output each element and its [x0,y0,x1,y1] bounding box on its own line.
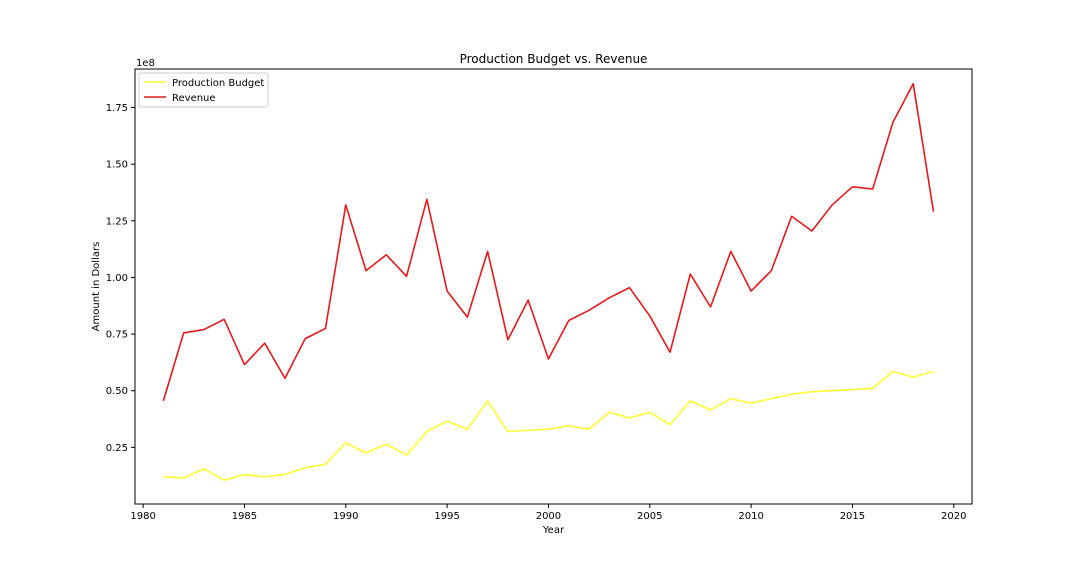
x-tick-label: 2020 [941,511,966,522]
legend-label-revenue: Revenue [172,93,216,104]
x-tick-label: 2015 [840,511,865,522]
y-axis-label: Amount in Dollars [91,242,102,332]
legend-label-production-budget: Production Budget [172,78,264,89]
y-tick-label: 1.25 [106,216,128,227]
legend: Production Budget Revenue [138,72,269,108]
x-tick-label: 2000 [536,511,561,522]
x-tick-label: 1980 [130,511,155,522]
y-tick-label: 1.75 [106,103,128,114]
chart-title: Production Budget vs. Revenue [460,52,648,66]
x-tick-label: 2005 [637,511,662,522]
x-axis-label: Year [542,525,565,536]
y-tick-label: 1.50 [106,160,128,171]
y-offset-text: 1e8 [136,58,155,69]
y-axis: 0.25 0.50 0.75 1.00 1.25 1.50 1.75 [106,103,135,454]
series-line-revenue [162,82,935,402]
y-tick-label: 1.00 [106,273,128,284]
y-tick-label: 0.25 [106,443,128,454]
plot-frame [134,68,973,505]
y-tick-label: 0.75 [106,330,128,341]
x-tick-label: 1995 [434,511,459,522]
y-tick-label: 0.50 [106,386,128,397]
series-line-production-budget [163,370,934,482]
x-tick-label: 1985 [232,511,257,522]
x-tick-label: 1990 [333,511,358,522]
x-axis: 1980 1985 1990 1995 2000 2005 2010 2015 2020 [130,504,966,522]
series-lines [162,82,935,482]
legend-box [138,72,269,108]
x-tick-label: 2010 [738,511,763,522]
